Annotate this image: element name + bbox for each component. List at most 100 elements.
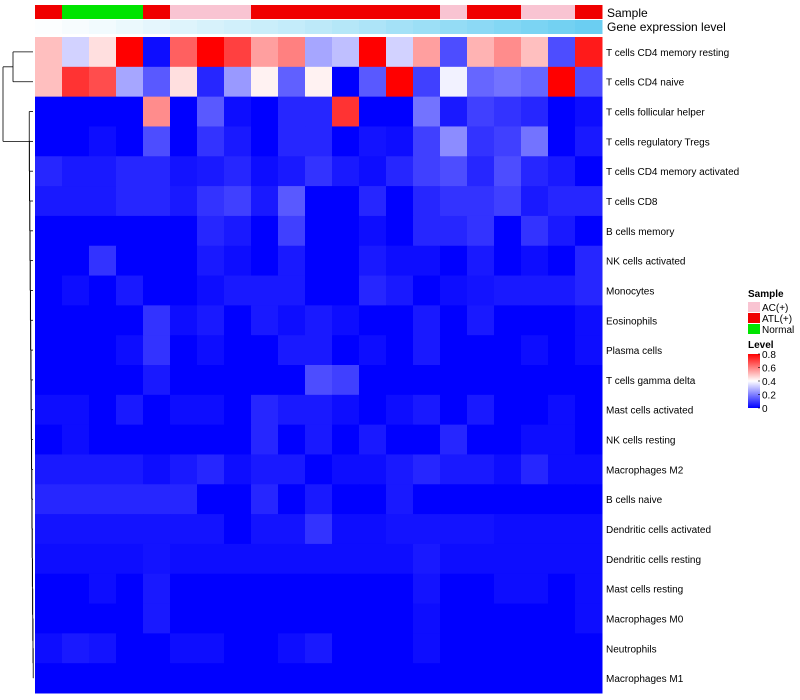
heatmap-cell (278, 365, 306, 396)
heatmap-cell (89, 365, 117, 396)
heatmap-cell (467, 484, 495, 515)
heatmap-cell (386, 186, 414, 217)
row-label: T cells CD4 naive (606, 78, 685, 89)
heatmap-cell (548, 484, 576, 515)
heatmap-cell (467, 245, 495, 277)
heatmap-cell (89, 156, 117, 187)
heatmap-cell (521, 66, 549, 98)
heatmap-cell (278, 424, 306, 455)
heatmap-cell (494, 543, 522, 575)
heatmap-cell (467, 335, 495, 366)
heatmap-cell (332, 186, 360, 217)
heatmap-cell (89, 186, 117, 217)
heatmap-cell (359, 573, 387, 605)
heatmap-cell (548, 156, 576, 187)
heatmap-cell (224, 156, 252, 187)
heatmap-cell (548, 126, 576, 157)
heatmap-cell (89, 663, 117, 694)
heatmap-cell (521, 573, 549, 605)
legend-sample-entries: AC(+)ATL(+)Normal (748, 302, 794, 336)
row-label: Macrophages M2 (606, 465, 684, 476)
heatmap-cell (116, 245, 144, 277)
heatmap-cell (332, 305, 360, 336)
heatmap-cell (467, 305, 495, 336)
heatmap-cell (89, 543, 117, 575)
heatmap-cell (251, 37, 279, 68)
gene-expression-cell (116, 20, 144, 34)
heatmap-cell (251, 245, 279, 277)
heatmap-cell (197, 573, 225, 605)
heatmap-cell (494, 305, 522, 336)
heatmap-cell (440, 365, 468, 396)
heatmap-cell (548, 543, 576, 575)
heatmap-cell (116, 66, 144, 98)
sample-annotation-cell (548, 5, 576, 19)
sample-annotation-cell (494, 5, 522, 19)
heatmap-cell (386, 514, 414, 545)
heatmap-cell (359, 484, 387, 515)
heatmap-cell (278, 394, 306, 426)
heatmap-cell (305, 66, 333, 98)
heatmap-cell (521, 424, 549, 455)
heatmap-cell (332, 424, 360, 455)
heatmap-cell (62, 633, 90, 664)
heatmap-cell (170, 394, 198, 426)
heatmap-cell (386, 454, 414, 485)
heatmap-cell (197, 275, 225, 306)
heatmap-cell (521, 215, 549, 247)
heatmap-cell (305, 543, 333, 575)
heatmap-cell (35, 335, 63, 366)
heatmap-cell (89, 454, 117, 485)
heatmap-cell (332, 543, 360, 575)
heatmap-cell (305, 514, 333, 545)
gene-expression-cell (467, 20, 495, 34)
row-label: Dendritic cells resting (606, 555, 701, 566)
heatmap-cell (35, 126, 63, 157)
heatmap-cell (548, 365, 576, 396)
heatmap-cell (386, 156, 414, 187)
heatmap-cell (386, 96, 414, 127)
heatmap-cell (197, 663, 225, 694)
gene-expression-cell (62, 20, 90, 34)
heatmap-cell (143, 66, 171, 98)
row-label: B cells naive (606, 495, 663, 506)
heatmap-cell (170, 454, 198, 485)
level-tick-label: 0.2 (762, 391, 776, 402)
heatmap-cell (575, 454, 603, 485)
heatmap-cell (170, 514, 198, 545)
level-tick-label: 0.6 (762, 364, 776, 375)
gene-expression-cell (575, 20, 603, 34)
heatmap-cell (62, 186, 90, 217)
heatmap-cell (359, 275, 387, 306)
heatmap-cell (305, 126, 333, 157)
heatmap-cell (143, 156, 171, 187)
heatmap-cell (332, 365, 360, 396)
heatmap-cell (440, 424, 468, 455)
heatmap-cell (521, 365, 549, 396)
gene-expression-cell (359, 20, 387, 34)
heatmap-cell (467, 215, 495, 247)
row-label: Eosinophils (606, 316, 657, 327)
heatmap-cell (548, 96, 576, 127)
heatmap-cell (170, 365, 198, 396)
level-tick-label: 0.8 (762, 350, 776, 361)
sample-annotation-cell (89, 5, 117, 19)
heatmap-cell (197, 454, 225, 485)
heatmap-cell (548, 454, 576, 485)
heatmap-cell (62, 365, 90, 396)
heatmap-cell (143, 186, 171, 217)
heatmap-cell (224, 215, 252, 247)
heatmap-cell (440, 394, 468, 426)
heatmap-cell (359, 514, 387, 545)
heatmap-cell (494, 573, 522, 605)
heatmap-cell (305, 603, 333, 634)
heatmap-cell (116, 394, 144, 426)
heatmap-cell (62, 96, 90, 127)
heatmap-cell (116, 514, 144, 545)
row-label: Macrophages M0 (606, 614, 684, 625)
heatmap-cell (143, 543, 171, 575)
heatmap-cell (575, 484, 603, 515)
heatmap-cell (197, 305, 225, 336)
heatmap-cell (413, 275, 441, 306)
